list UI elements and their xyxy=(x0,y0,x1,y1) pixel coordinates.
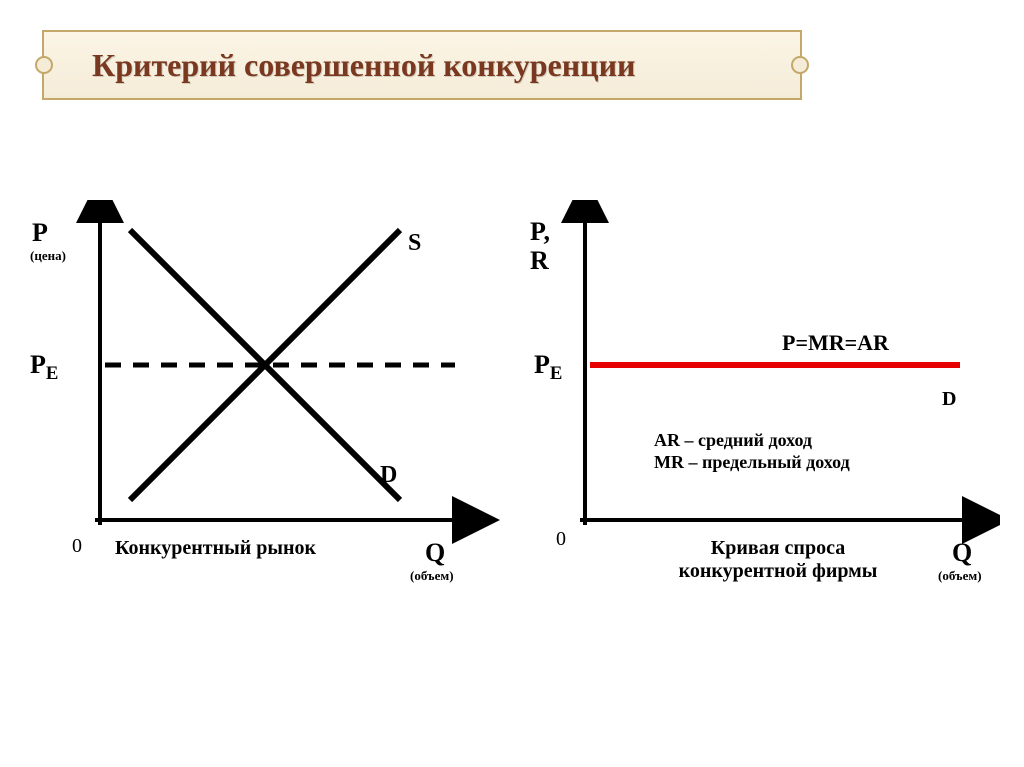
pe-label-left: PE xyxy=(30,350,58,385)
y-axis-sublabel: (цена) xyxy=(30,248,66,264)
chart-left-caption: Конкурентный рынок xyxy=(115,537,316,560)
x-axis-label-right: Q xyxy=(952,538,972,568)
market-chart-svg xyxy=(30,200,500,560)
charts-container: P (цена) PE S D 0 Q (объем) Конкурентный… xyxy=(0,200,1024,700)
firm-chart-svg xyxy=(530,200,1000,560)
origin-label-right: 0 xyxy=(556,528,566,551)
title-banner: Критерий совершенной конкуренции xyxy=(42,30,802,100)
y-axis-label: P xyxy=(32,218,48,248)
legend-ar: AR – средний доход xyxy=(654,430,812,451)
pe-label-right: PE xyxy=(534,350,562,385)
demand-label: D xyxy=(380,462,397,489)
page-title: Критерий совершенной конкуренции xyxy=(92,47,635,84)
supply-label: S xyxy=(408,230,421,257)
origin-label-left: 0 xyxy=(72,535,82,558)
x-axis-label-left: Q xyxy=(425,538,445,568)
demand-d-label: D xyxy=(942,388,956,411)
market-chart: P (цена) PE S D 0 Q (объем) Конкурентный… xyxy=(30,200,500,620)
x-axis-sublabel-right: (объем) xyxy=(938,568,982,584)
price-equation-label: P=MR=AR xyxy=(782,330,889,356)
chart-right-caption: Кривая спросаконкурентной фирмы xyxy=(648,537,908,583)
firm-chart: P,R PE P=MR=AR D AR – средний доход MR –… xyxy=(530,200,1000,620)
y-axis-label-right: P,R xyxy=(530,218,550,275)
x-axis-sublabel-left: (объем) xyxy=(410,568,454,584)
legend-mr: MR – предельный доход xyxy=(654,452,850,473)
